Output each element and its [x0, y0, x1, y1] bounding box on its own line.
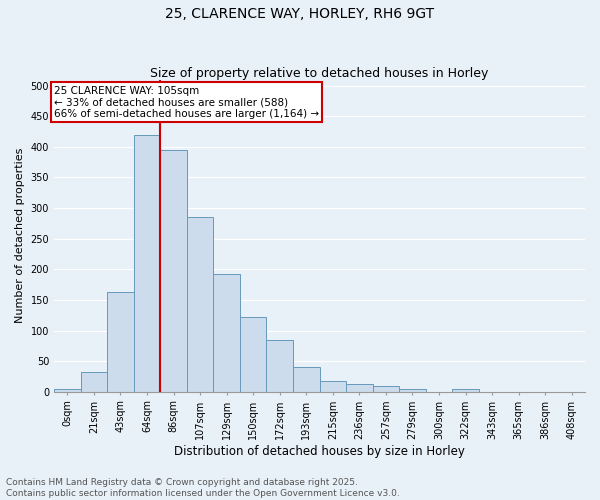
Bar — [320, 381, 346, 392]
Text: 25 CLARENCE WAY: 105sqm
← 33% of detached houses are smaller (588)
66% of semi-d: 25 CLARENCE WAY: 105sqm ← 33% of detache… — [54, 86, 319, 119]
Bar — [134, 134, 160, 392]
Bar — [266, 340, 293, 392]
Bar — [399, 390, 426, 392]
Text: Contains HM Land Registry data © Crown copyright and database right 2025.
Contai: Contains HM Land Registry data © Crown c… — [6, 478, 400, 498]
Bar — [346, 384, 373, 392]
Bar — [107, 292, 134, 392]
Bar — [240, 317, 266, 392]
X-axis label: Distribution of detached houses by size in Horley: Distribution of detached houses by size … — [174, 444, 465, 458]
Title: Size of property relative to detached houses in Horley: Size of property relative to detached ho… — [151, 66, 489, 80]
Bar — [452, 390, 479, 392]
Bar — [187, 218, 214, 392]
Bar — [80, 372, 107, 392]
Text: 25, CLARENCE WAY, HORLEY, RH6 9GT: 25, CLARENCE WAY, HORLEY, RH6 9GT — [166, 8, 434, 22]
Bar — [54, 388, 80, 392]
Y-axis label: Number of detached properties: Number of detached properties — [15, 148, 25, 324]
Bar — [160, 150, 187, 392]
Bar — [373, 386, 399, 392]
Bar — [214, 274, 240, 392]
Bar — [293, 368, 320, 392]
